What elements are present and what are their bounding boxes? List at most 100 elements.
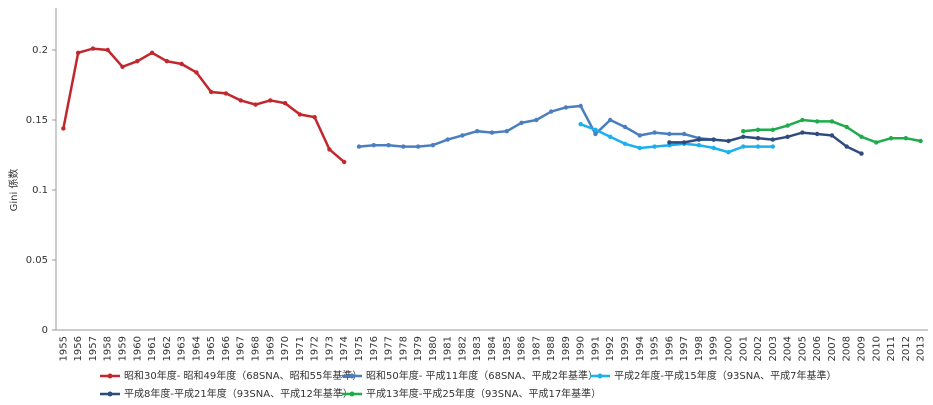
data-point — [874, 140, 879, 145]
data-point — [800, 130, 805, 135]
legend-label: 昭和30年度- 昭和49年度（68SNA、昭和55年基準） — [124, 369, 362, 382]
legend-label: 平成13年度-平成25年度（93SNA、平成17年基準） — [366, 387, 601, 400]
x-tick-label: 1983 — [472, 336, 483, 361]
x-tick-label: 1997 — [679, 336, 690, 361]
x-tick-label: 1958 — [103, 336, 114, 361]
data-point — [903, 136, 909, 141]
data-point — [563, 105, 569, 110]
x-tick-label: 1988 — [546, 336, 557, 361]
data-point — [770, 144, 776, 149]
x-tick-label: 1992 — [605, 336, 616, 361]
data-point — [356, 144, 362, 149]
data-point — [622, 124, 628, 130]
legend-label: 平成8年度-平成21年度（93SNA、平成12年基準） — [124, 387, 353, 400]
x-tick-label: 1978 — [398, 336, 409, 361]
data-point — [75, 50, 81, 55]
data-point — [548, 109, 554, 114]
data-point — [445, 137, 450, 142]
series-line — [580, 123, 773, 154]
data-point — [105, 47, 110, 53]
x-tick-label: 1966 — [221, 336, 232, 361]
data-point — [194, 70, 199, 75]
x-tick-label: 1971 — [295, 336, 306, 361]
x-tick-label: 1990 — [576, 336, 587, 361]
data-point — [859, 134, 864, 139]
x-tick-label: 1955 — [58, 336, 69, 361]
x-tick-label: 1972 — [310, 336, 321, 361]
data-point — [667, 140, 672, 145]
data-point — [726, 150, 731, 155]
data-point — [785, 134, 790, 139]
data-point — [327, 147, 332, 152]
x-tick-label: 1956 — [73, 336, 84, 361]
x-tick-label: 1985 — [502, 336, 513, 361]
data-point — [164, 59, 170, 64]
series-line — [669, 131, 863, 155]
data-point — [90, 46, 96, 51]
data-point — [120, 64, 125, 70]
x-tick-label: 1981 — [443, 336, 454, 361]
data-point — [489, 130, 495, 135]
x-tick-label: 1962 — [162, 336, 173, 361]
y-tick-label: 0.05 — [26, 255, 48, 266]
data-point — [844, 124, 849, 130]
legend-label: 昭和50年度- 平成11年度（68SNA、平成2年基準） — [366, 369, 598, 382]
x-tick-label: 2003 — [768, 336, 779, 361]
data-point — [696, 137, 702, 142]
data-point — [223, 91, 229, 96]
x-tick-label: 2005 — [797, 336, 808, 361]
x-tick-label: 2000 — [723, 336, 734, 361]
data-point — [844, 144, 849, 149]
x-tick-label: 1960 — [132, 336, 143, 361]
data-point — [593, 127, 598, 132]
x-tick-label: 1957 — [88, 336, 99, 361]
x-tick-label: 1973 — [324, 336, 335, 361]
data-point — [637, 145, 642, 151]
data-point — [859, 151, 864, 156]
x-tick-label: 2011 — [886, 336, 897, 361]
x-tick-label: 2004 — [783, 336, 794, 361]
x-tick-label: 1993 — [620, 336, 631, 361]
data-point — [652, 144, 657, 149]
data-point — [755, 144, 761, 149]
legend-label: 平成2年度-平成15年度（93SNA、平成7年基準） — [614, 369, 836, 382]
data-point — [149, 50, 155, 55]
data-point — [741, 134, 746, 139]
y-tick-label: 0.15 — [26, 115, 48, 126]
series-line — [358, 104, 714, 148]
data-point — [593, 131, 598, 137]
x-tick-label: 1989 — [561, 336, 572, 361]
data-point — [622, 141, 628, 146]
x-tick-label: 2006 — [812, 336, 823, 361]
x-tick-label: 2001 — [738, 336, 749, 361]
legend-marker — [349, 391, 355, 397]
x-tick-label: 2008 — [842, 336, 853, 361]
data-point — [386, 143, 391, 148]
data-point — [578, 122, 583, 127]
data-point — [519, 120, 524, 126]
data-point — [814, 119, 820, 124]
x-tick-label: 1994 — [635, 336, 646, 361]
data-point — [430, 143, 436, 148]
x-tick-label: 1987 — [531, 336, 542, 361]
y-tick-label: 0.1 — [32, 185, 48, 196]
y-tick-label: 0.2 — [32, 45, 48, 56]
x-tick-label: 1970 — [280, 336, 291, 361]
data-point — [711, 145, 716, 151]
x-tick-label: 1995 — [650, 336, 661, 361]
legend-marker — [107, 391, 113, 397]
data-point — [578, 103, 583, 109]
data-point — [681, 140, 687, 145]
data-point — [208, 89, 214, 95]
x-tick-label: 1968 — [251, 336, 262, 361]
data-point — [829, 119, 835, 124]
data-point — [741, 129, 746, 134]
legend-marker — [107, 373, 113, 379]
x-tick-label: 1984 — [487, 336, 498, 361]
y-tick-label: 0 — [42, 325, 48, 336]
data-point — [608, 117, 613, 123]
x-tick-label: 1976 — [369, 336, 380, 361]
legend-marker — [597, 373, 603, 379]
data-point — [268, 98, 273, 103]
